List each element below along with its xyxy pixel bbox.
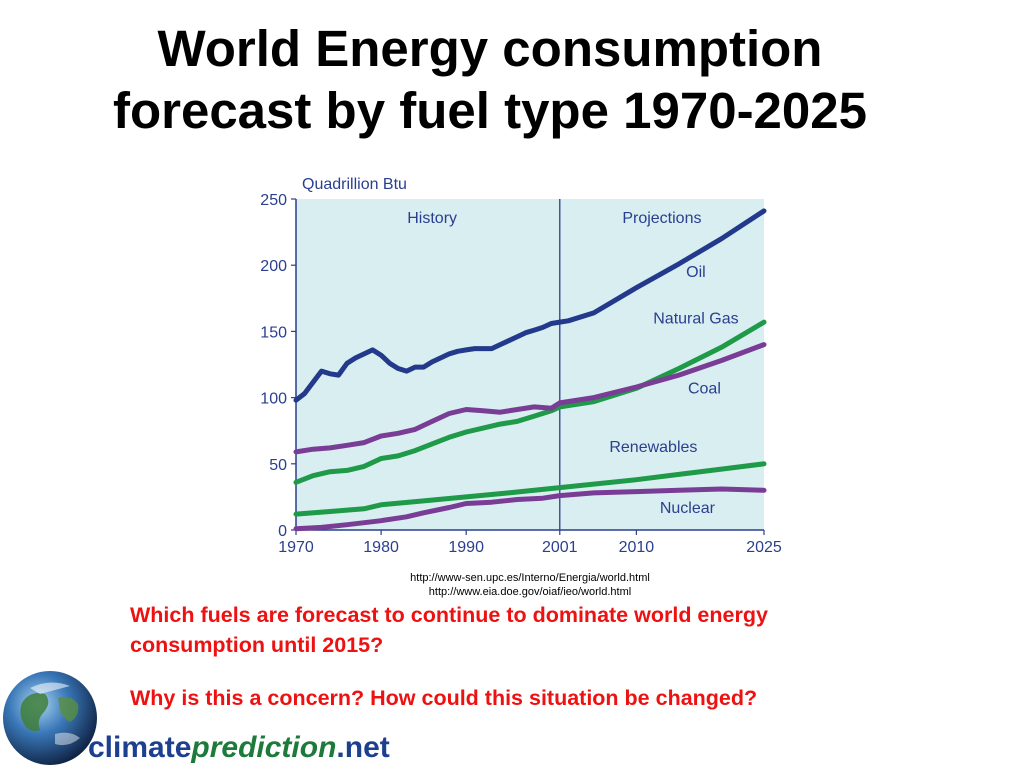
y-tick-label: 200: [260, 258, 287, 275]
series-label-natural-gas: Natural Gas: [653, 310, 738, 327]
series-line-oil: [293, 208, 767, 403]
logo-part-net: .net: [336, 731, 390, 764]
series-line-natural-gas: [293, 319, 767, 485]
y-axis-label: Quadrillion Btu: [302, 176, 407, 193]
y-tick-label: 0: [278, 523, 287, 540]
x-tick-label: 2010: [619, 539, 655, 556]
y-tick-label: 150: [260, 324, 287, 341]
series-label-nuclear: Nuclear: [660, 500, 716, 517]
x-tick-label: 2025: [746, 539, 782, 556]
question-1: Which fuels are forecast to continue to …: [130, 603, 768, 657]
title-line-1: World Energy consumption: [157, 20, 823, 77]
logo-part-prediction: prediction: [191, 731, 337, 764]
source-links: http://www-sen.upc.es/Interno/Energia/wo…: [300, 571, 760, 599]
x-tick-label: 1980: [363, 539, 399, 556]
series-label-coal: Coal: [688, 381, 721, 398]
plot-area: [296, 199, 764, 530]
series-label-renewables: Renewables: [609, 439, 697, 456]
x-tick-label: 1990: [448, 539, 484, 556]
history-label: History: [407, 210, 457, 227]
series-label-oil: Oil: [686, 264, 706, 281]
title-line-2: forecast by fuel type 1970-2025: [112, 82, 868, 139]
series-line-coal: [293, 342, 767, 455]
x-tick-label: 2001: [542, 539, 578, 556]
energy-consumption-chart: Quadrillion Btu History Projections 0 50 1…: [260, 176, 782, 556]
source-link-2[interactable]: http://www.eia.doe.gov/oiaf/ieo/world.ht…: [428, 586, 632, 598]
y-tick-label: 250: [260, 192, 287, 209]
page-title: World Energy consumption forecast by fue…: [0, 18, 980, 142]
source-link-1[interactable]: http://www-sen.upc.es/Interno/Energia/wo…: [410, 572, 650, 584]
logo-part-climate: climate: [88, 731, 192, 764]
climateprediction-logo: climateprediction.net: [88, 731, 390, 765]
globe-icon: [3, 671, 97, 765]
series-line-nuclear: [293, 486, 767, 532]
y-tick-label: 100: [260, 391, 287, 408]
projections-label: Projections: [622, 210, 701, 227]
x-tick-label: 1970: [278, 539, 314, 556]
y-tick-label: 50: [269, 457, 287, 474]
question-2: Why is this a concern? How could this si…: [130, 686, 758, 710]
series-line-renewables: [293, 461, 767, 517]
